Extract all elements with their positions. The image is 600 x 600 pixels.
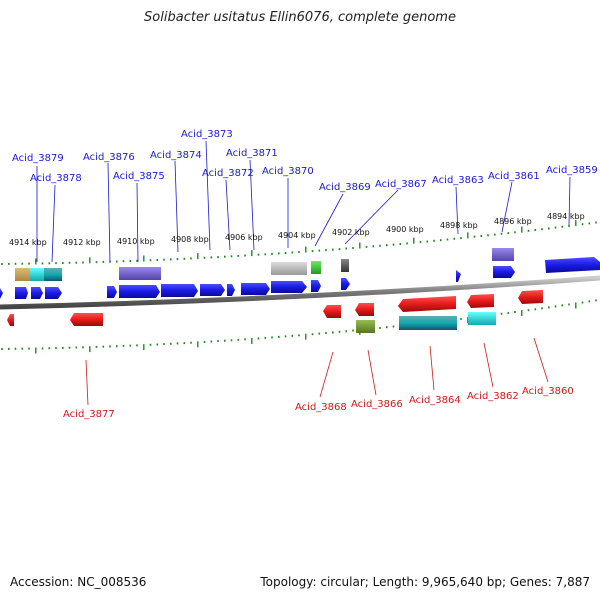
genome-stats-text: Topology: circular; Length: 9,965,640 bp… (260, 575, 590, 589)
kbp-label: 4912 kbp (63, 238, 101, 247)
gene-label[interactable]: Acid_3860 (522, 386, 574, 397)
gene-feature[interactable] (468, 312, 496, 325)
gene-label[interactable]: Acid_3873 (181, 129, 233, 140)
gene-feature[interactable] (70, 313, 103, 326)
gene-label[interactable]: Acid_3864 (409, 395, 461, 406)
kbp-label: 4906 kbp (225, 233, 263, 242)
gene-label[interactable]: Acid_3867 (375, 179, 427, 190)
forward-feature-track (15, 248, 514, 281)
kbp-label: 4894 kbp (547, 212, 585, 221)
gene-feature[interactable] (31, 287, 43, 299)
gene-feature[interactable] (355, 303, 374, 316)
gene-feature[interactable] (15, 268, 30, 281)
gene-feature[interactable] (493, 266, 515, 278)
gene-feature[interactable] (356, 320, 375, 333)
gene-feature[interactable] (161, 284, 198, 297)
kbp-label: 4908 kbp (171, 235, 209, 244)
gene-feature[interactable] (311, 261, 321, 274)
top-gene-labels: Acid_3879 Acid_3878 Acid_3876 Acid_3875 … (12, 129, 598, 193)
gene-label[interactable]: Acid_3878 (30, 173, 82, 184)
gene-feature[interactable] (119, 285, 160, 298)
genome-backbone (0, 275, 600, 310)
gene-feature[interactable] (241, 283, 270, 295)
gene-feature[interactable] (399, 316, 457, 330)
bottom-label-leaders (85, 337, 549, 406)
gene-label[interactable]: Acid_3866 (351, 399, 403, 410)
gene-feature[interactable] (15, 287, 28, 299)
kbp-label: 4902 kbp (332, 228, 370, 237)
gene-feature[interactable] (492, 248, 514, 261)
top-label-leaders (36, 140, 571, 263)
gene-label[interactable]: Acid_3874 (150, 150, 202, 161)
gene-feature[interactable] (456, 270, 461, 282)
gene-feature[interactable] (271, 262, 307, 275)
gene-feature[interactable] (200, 284, 225, 296)
gene-label[interactable]: Acid_3875 (113, 171, 165, 182)
forward-strand-genes (0, 257, 600, 299)
gene-feature[interactable] (271, 281, 307, 293)
gene-feature[interactable] (341, 278, 350, 290)
gene-label[interactable]: Acid_3862 (467, 391, 519, 402)
gene-label[interactable]: Acid_3859 (546, 165, 598, 176)
kbp-label: 4910 kbp (117, 237, 155, 246)
gene-feature[interactable] (0, 288, 3, 299)
gene-feature[interactable] (7, 314, 14, 326)
gene-label[interactable]: Acid_3871 (226, 148, 278, 159)
gene-feature[interactable] (467, 294, 494, 308)
accession-text: Accession: NC_008536 (10, 575, 147, 589)
gene-label[interactable]: Acid_3876 (83, 152, 135, 163)
kbp-label: 4896 kbp (494, 217, 532, 226)
gene-feature[interactable] (545, 257, 600, 273)
gene-label[interactable]: Acid_3870 (262, 166, 314, 177)
gene-feature[interactable] (107, 286, 117, 298)
gene-feature[interactable] (311, 280, 321, 292)
map-title: Solibacter usitatus Ellin6076, complete … (144, 10, 456, 25)
gene-label[interactable]: Acid_3872 (202, 168, 254, 179)
gene-label[interactable]: Acid_3861 (488, 171, 540, 182)
kbp-label: 4914 kbp (9, 238, 47, 247)
kbp-labels: 4914 kbp 4912 kbp 4910 kbp 4908 kbp 4906… (9, 212, 585, 247)
gene-feature[interactable] (341, 259, 349, 272)
gene-feature[interactable] (518, 290, 543, 304)
reverse-strand-genes (7, 290, 543, 326)
kbp-label: 4900 kbp (386, 225, 424, 234)
kbp-ruler-bottom (1, 299, 597, 354)
gene-feature[interactable] (30, 268, 44, 281)
gene-label[interactable]: Acid_3863 (432, 175, 484, 186)
kbp-label: 4904 kbp (278, 231, 316, 240)
bottom-gene-labels: Acid_3877 Acid_3868 Acid_3866 Acid_3864 … (63, 386, 574, 420)
gene-label[interactable]: Acid_3868 (295, 402, 347, 413)
kbp-ruler-top (1, 220, 597, 265)
gene-feature[interactable] (323, 305, 341, 318)
gene-feature[interactable] (44, 268, 62, 281)
reverse-feature-track (356, 312, 496, 333)
gene-label[interactable]: Acid_3879 (12, 153, 64, 164)
gene-feature[interactable] (45, 287, 62, 299)
gene-feature[interactable] (227, 284, 235, 296)
gene-feature[interactable] (398, 296, 456, 312)
kbp-label: 4898 kbp (440, 221, 478, 230)
gene-label[interactable]: Acid_3877 (63, 409, 115, 420)
gene-label[interactable]: Acid_3869 (319, 182, 371, 193)
gene-feature[interactable] (119, 267, 161, 280)
